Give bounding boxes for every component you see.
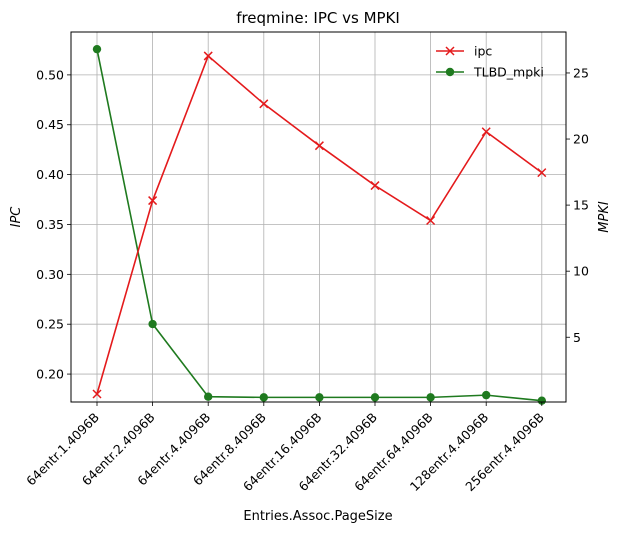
right-y-tick-label: 15 bbox=[573, 198, 589, 213]
left-y-tick-label: 0.45 bbox=[36, 117, 64, 132]
ipc-point bbox=[314, 141, 324, 151]
legend-ipc-marker bbox=[445, 46, 455, 56]
tlbd-mpki-point bbox=[204, 392, 213, 401]
ipc-point bbox=[259, 99, 269, 109]
legend-tlbd-mpki-label: TLBD_mpki bbox=[473, 65, 544, 80]
right-y-axis: 5 10 15 20 25 bbox=[566, 65, 589, 345]
series-layer bbox=[92, 44, 547, 405]
ipc-point bbox=[92, 389, 102, 399]
ipc-point bbox=[148, 196, 158, 206]
x-axis-label: Entries.Assoc.PageSize bbox=[243, 509, 392, 524]
ipc-point bbox=[203, 51, 213, 61]
legend: ipc TLBD_mpki bbox=[436, 44, 544, 80]
right-y-tick-label: 5 bbox=[573, 330, 581, 345]
left-y-tick-label: 0.40 bbox=[36, 167, 64, 182]
tlbd-mpki-point bbox=[259, 393, 268, 402]
left-y-tick-label: 0.25 bbox=[36, 317, 64, 332]
left-y-tick-label: 0.35 bbox=[36, 217, 64, 232]
tlbd-mpki-point bbox=[148, 319, 157, 329]
left-y-tick-label: 0.50 bbox=[36, 67, 64, 82]
tlbd-mpki-point bbox=[370, 393, 380, 402]
left-y-tick-label: 0.30 bbox=[36, 267, 64, 282]
tlbd-mpki-point bbox=[426, 393, 435, 402]
left-y-axis: 0.20 0.25 0.30 0.35 0.40 0.45 0.50 bbox=[36, 67, 71, 382]
ipc-point bbox=[370, 181, 380, 191]
right-y-tick-label: 25 bbox=[573, 65, 589, 80]
ipc-point bbox=[426, 215, 436, 226]
tlbd-mpki-point bbox=[482, 390, 491, 400]
tlbd-mpki-point bbox=[92, 44, 102, 54]
legend-ipc-label: ipc bbox=[474, 44, 492, 59]
chart-title: freqmine: IPC vs MPKI bbox=[236, 9, 400, 27]
right-y-tick-label: 10 bbox=[573, 264, 589, 279]
ipc-point bbox=[481, 127, 491, 137]
legend-tlbd-mpki-marker bbox=[445, 67, 455, 77]
ipc-point bbox=[537, 168, 547, 178]
right-y-axis-label: MPKI bbox=[597, 201, 612, 233]
right-y-tick-label: 20 bbox=[573, 132, 589, 147]
tlbd-mpki-point bbox=[315, 393, 324, 402]
plot-frame bbox=[70, 31, 567, 403]
tlbd-mpki-point bbox=[537, 396, 546, 405]
left-y-tick-label: 0.20 bbox=[36, 367, 64, 382]
left-y-axis-label: IPC bbox=[9, 206, 24, 228]
